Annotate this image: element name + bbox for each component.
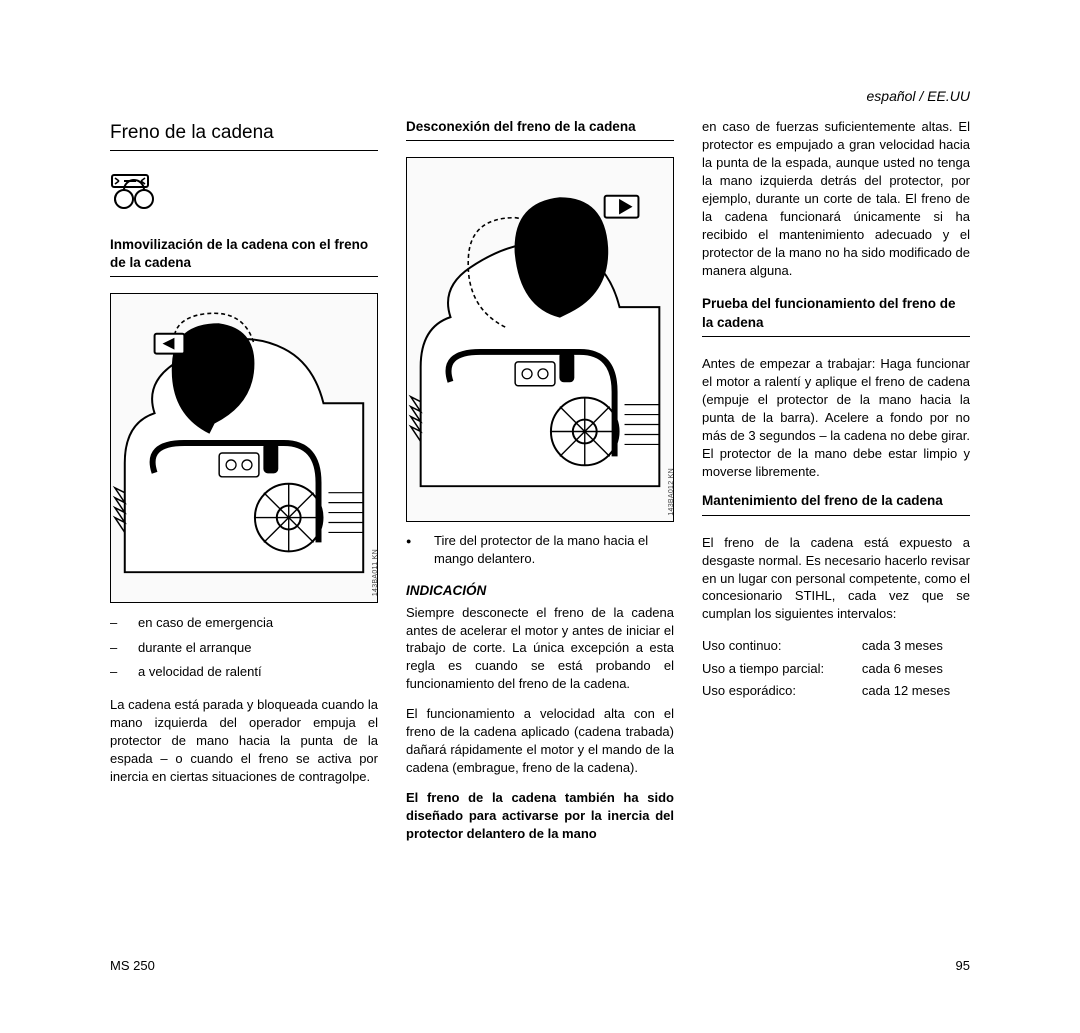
- paragraph: Siempre desconecte el freno de la cadena…: [406, 604, 674, 694]
- subheading-lock: Inmovilización de la cadena con el freno…: [110, 236, 378, 277]
- figure-brake-engage: 143BA011 KN: [110, 293, 378, 603]
- paragraph-bold: El freno de la cadena también ha sido di…: [406, 789, 674, 843]
- footer-model: MS 250: [110, 958, 155, 973]
- list-item: Tire del protector de la mano hacia el m…: [406, 532, 674, 568]
- subheading-release: Desconexión del freno de la cadena: [406, 118, 674, 141]
- maint-value: cada 3 meses: [848, 635, 970, 657]
- maint-label: Uso a tiempo parcial:: [702, 658, 848, 680]
- subheading-test: Prueba del funcionamiento del freno de l…: [702, 295, 970, 336]
- list-item: a velocidad de ralentí: [110, 662, 378, 682]
- dash-list-conditions: en caso de emergencia durante el arranqu…: [110, 613, 378, 681]
- list-item: en caso de emergencia: [110, 613, 378, 633]
- language-header: español / EE.UU: [867, 88, 971, 104]
- section-title: Freno de la cadena: [110, 122, 378, 144]
- manual-page: español / EE.UU Freno de la cadena: [0, 0, 1080, 1033]
- maintenance-interval-table: Uso continuo: cada 3 meses Uso a tiempo …: [702, 635, 970, 702]
- figure-code-2: 143BA012 KN: [668, 468, 674, 516]
- figure-code-1: 143BA011 KN: [372, 549, 378, 596]
- chain-brake-icon: [110, 173, 378, 216]
- table-row: Uso esporádico: cada 12 meses: [702, 680, 970, 702]
- list-item: durante el arranque: [110, 638, 378, 658]
- column-1: Freno de la cadena Inmovilización de la: [110, 118, 378, 855]
- maint-value: cada 12 meses: [848, 680, 970, 702]
- bullet-list-release: Tire del protector de la mano hacia el m…: [406, 532, 674, 568]
- maint-value: cada 6 meses: [848, 658, 970, 680]
- figure-brake-release: 143BA012 KN: [406, 157, 674, 522]
- footer-page-number: 95: [956, 958, 970, 973]
- table-row: Uso continuo: cada 3 meses: [702, 635, 970, 657]
- notice-heading: INDICACIÓN: [406, 583, 674, 598]
- section-title-box: Freno de la cadena: [110, 118, 378, 151]
- paragraph: El funcionamiento a velocidad alta con e…: [406, 705, 674, 777]
- column-2: Desconexión del freno de la cadena: [406, 118, 674, 855]
- paragraph: Antes de empezar a trabajar: Haga funcio…: [702, 355, 970, 481]
- content-columns: Freno de la cadena Inmovilización de la: [110, 118, 970, 855]
- maint-label: Uso esporádico:: [702, 680, 848, 702]
- subheading-maintenance: Mantenimiento del freno de la cadena: [702, 492, 970, 515]
- maint-label: Uso continuo:: [702, 635, 848, 657]
- column-3: en caso de fuerzas suficientemente altas…: [702, 118, 970, 855]
- paragraph: La cadena está parada y bloqueada cuando…: [110, 696, 378, 786]
- paragraph: El freno de la cadena está expuesto a de…: [702, 534, 970, 624]
- page-footer: MS 250 95: [110, 958, 970, 973]
- table-row: Uso a tiempo parcial: cada 6 meses: [702, 658, 970, 680]
- paragraph: en caso de fuerzas suficientemente altas…: [702, 118, 970, 279]
